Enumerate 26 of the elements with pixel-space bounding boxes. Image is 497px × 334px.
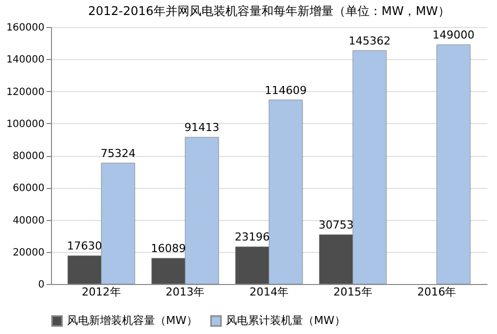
y-tick-label: 20000 xyxy=(12,247,44,258)
data-label: 17630 xyxy=(67,240,102,253)
data-label: 75324 xyxy=(100,147,136,160)
data-label: 23196 xyxy=(234,230,270,244)
x-tick-label: 2014年 xyxy=(250,286,288,298)
x-tick-label: 2013年 xyxy=(166,286,205,298)
chart-title: 2012-2016年并网风电装机容量和每年新增量（单位：MW，MW） xyxy=(88,4,450,18)
data-label: 114609 xyxy=(264,84,307,97)
data-label: 91413 xyxy=(184,121,220,134)
data-label: 149000 xyxy=(432,28,474,42)
y-tick-label: 60000 xyxy=(12,183,44,194)
legend-label: 风电新增装机容量（MW） xyxy=(67,314,198,327)
x-tick-label: 2012年 xyxy=(82,286,121,298)
y-tick-label: 140000 xyxy=(6,54,44,66)
x-tick-label: 2016年 xyxy=(417,286,456,298)
data-label: 30753 xyxy=(318,218,354,232)
data-label: 16089 xyxy=(150,242,186,256)
y-tick-label: 0 xyxy=(38,280,44,290)
y-tick-label: 80000 xyxy=(12,151,44,162)
y-tick-label: 120000 xyxy=(6,86,44,98)
y-tick-label: 160000 xyxy=(6,22,44,34)
data-label: 145362 xyxy=(348,34,391,48)
x-tick-label: 2015年 xyxy=(333,286,372,298)
legend-label: 风电累计装机量（MW） xyxy=(226,314,346,327)
y-tick-label: 40000 xyxy=(12,215,44,226)
y-tick-label: 100000 xyxy=(6,118,44,130)
